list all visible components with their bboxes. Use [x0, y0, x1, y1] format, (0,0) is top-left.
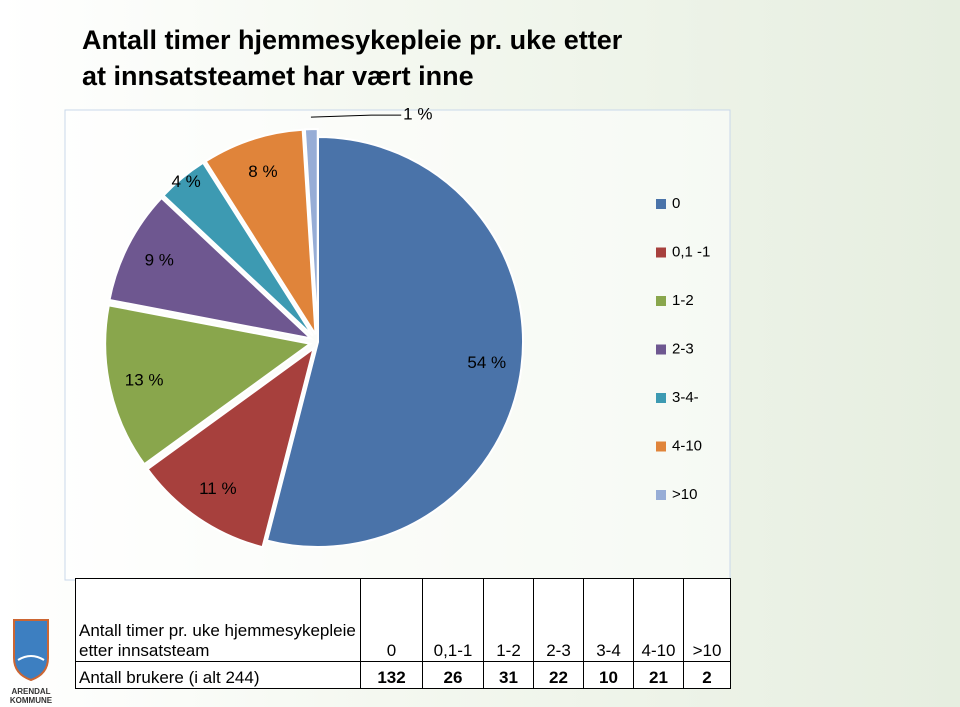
table-cell: 3-4 [583, 578, 634, 662]
pie-slice [303, 128, 319, 335]
legend-label: 0 [672, 195, 680, 212]
pie-slice [108, 196, 315, 340]
table-cell: 31 [483, 661, 534, 689]
leader-line [310, 114, 402, 118]
table-cell: 0,1-1 [422, 578, 484, 662]
logo: ARENDAL KOMMUNE [10, 619, 53, 705]
legend-label: 2-3 [672, 340, 694, 357]
table-cell: 22 [533, 661, 584, 689]
legend-label: >10 [672, 486, 697, 503]
data-label: 9 % [145, 251, 174, 270]
chart-title: Antall timer hjemmesykepleie pr. uke ett… [82, 25, 623, 91]
table-cell: Antall timer pr. uke hjemmesykepleie ett… [75, 578, 361, 662]
legend-label: 0,1 -1 [672, 243, 710, 260]
legend-label: 1-2 [672, 292, 694, 309]
pie-slice [162, 161, 314, 337]
legend-swatch [656, 199, 666, 209]
data-label: 4 % [172, 172, 201, 191]
table-cell: 2 [683, 661, 731, 689]
legend-swatch [656, 393, 666, 403]
table-row: Antall brukere (i alt 244) 132 26 31 22 10 21 2 [75, 661, 731, 689]
table-cell: 26 [422, 661, 484, 689]
data-table: Antall timer pr. uke hjemmesykepleie ett… [75, 578, 731, 689]
data-label: 1 % [403, 105, 432, 124]
data-label: 13 % [125, 370, 164, 389]
table-cell: 10 [583, 661, 634, 689]
legend-swatch [656, 490, 666, 500]
legend-label: 4-10 [672, 437, 702, 454]
pie-slice [204, 128, 317, 335]
data-label: 54 % [467, 353, 506, 372]
table-cell: 21 [633, 661, 684, 689]
legend-label: 3-4- [672, 389, 699, 406]
table-cell: 0 [360, 578, 423, 662]
table-cell: 132 [360, 661, 423, 689]
table-cell: 4-10 [633, 578, 684, 662]
legend-swatch [656, 441, 666, 452]
table-cell: 2-3 [533, 578, 584, 662]
legend-swatch [656, 247, 666, 258]
pie-slice [146, 346, 316, 549]
table-cell: >10 [683, 578, 731, 662]
data-label: 11 % [199, 479, 237, 498]
logo-text: KOMMUNE [10, 696, 53, 705]
table-cell: Antall brukere (i alt 244) [75, 661, 361, 689]
legend-swatch [656, 344, 666, 355]
logo-text: ARENDAL [11, 687, 50, 696]
table-cell: 1-2 [483, 578, 534, 662]
data-label: 8 % [248, 162, 277, 181]
pie-slice [265, 135, 524, 548]
table-row: Antall timer pr. uke hjemmesykepleie ett… [75, 578, 731, 662]
legend-swatch [656, 296, 666, 306]
pie-slice [104, 304, 313, 466]
